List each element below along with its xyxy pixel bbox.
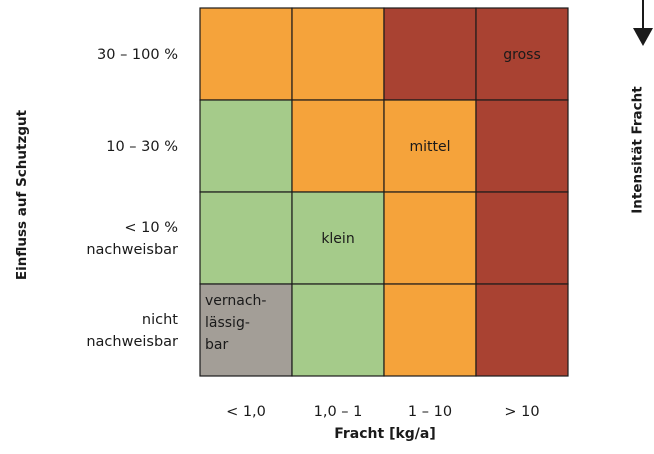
matrix-cell-r1-c2 bbox=[383, 99, 477, 193]
matrix-cell-r2-c2 bbox=[383, 191, 477, 285]
cell-label-2: klein bbox=[321, 231, 354, 247]
cell-label-line: lässig- bbox=[205, 315, 250, 331]
y-tick-label-2: < 10 % nachweisbar bbox=[86, 220, 178, 258]
matrix-cell-r0-c2 bbox=[383, 7, 477, 101]
matrix-cell-r2-c1 bbox=[291, 191, 385, 285]
intensity-arrow-shaft bbox=[642, 0, 644, 30]
y-tick-label-line: nicht bbox=[142, 312, 178, 328]
matrix-cell-r0-c0 bbox=[199, 7, 293, 101]
matrix-cell-r3-c0 bbox=[199, 283, 293, 377]
cell-label-3: vernach-lässig-bar bbox=[205, 293, 266, 353]
y-tick-label-line: nachweisbar bbox=[86, 242, 178, 258]
y-tick-label-1: 10 – 30 % bbox=[106, 139, 178, 155]
matrix-cell-r1-c1 bbox=[291, 99, 385, 193]
intensity-axis-title-text: Intensität Fracht bbox=[630, 86, 646, 214]
matrix-cell-r2-c3 bbox=[475, 191, 569, 285]
y-axis-title: Einfluss auf Schutzgut bbox=[10, 80, 34, 310]
y-tick-label-0: 30 – 100 % bbox=[97, 47, 178, 63]
y-tick-label-line: 10 – 30 % bbox=[106, 139, 178, 155]
matrix-cell-r0-c3 bbox=[475, 7, 569, 101]
x-tick-label-3: > 10 bbox=[504, 404, 539, 420]
x-tick-label-1: 1,0 – 1 bbox=[314, 404, 363, 420]
y-tick-label-3: nicht nachweisbar bbox=[86, 312, 178, 350]
matrix-cell-r0-c1 bbox=[291, 7, 385, 101]
matrix-cell-r1-c0 bbox=[199, 99, 293, 193]
y-tick-label-line: < 10 % bbox=[124, 220, 178, 236]
cell-label-line: gross bbox=[503, 47, 541, 63]
x-axis-title: Fracht [kg/a] bbox=[334, 426, 436, 442]
matrix-cell-r3-c2 bbox=[383, 283, 477, 377]
matrix-cell-r3-c3 bbox=[475, 283, 569, 377]
cell-label-line: bar bbox=[205, 337, 228, 353]
matrix-cell-r2-c0 bbox=[199, 191, 293, 285]
x-tick-label-2: 1 – 10 bbox=[408, 404, 452, 420]
intensity-axis-title: Intensität Fracht bbox=[626, 60, 650, 240]
y-tick-label-line: 30 – 100 % bbox=[97, 47, 178, 63]
y-tick-label-line: nachweisbar bbox=[86, 334, 178, 350]
cell-label-0: gross bbox=[503, 47, 541, 63]
matrix-cell-r1-c3 bbox=[475, 99, 569, 193]
x-tick-label-0: < 1,0 bbox=[226, 404, 266, 420]
matrix-cell-r3-c1 bbox=[291, 283, 385, 377]
cell-label-1: mittel bbox=[409, 139, 450, 155]
cell-label-line: klein bbox=[321, 231, 354, 247]
arrow-down-icon bbox=[633, 28, 653, 46]
cell-label-line: mittel bbox=[409, 139, 450, 155]
cell-label-line: vernach- bbox=[205, 293, 266, 309]
y-axis-title-text: Einfluss auf Schutzgut bbox=[14, 109, 31, 281]
